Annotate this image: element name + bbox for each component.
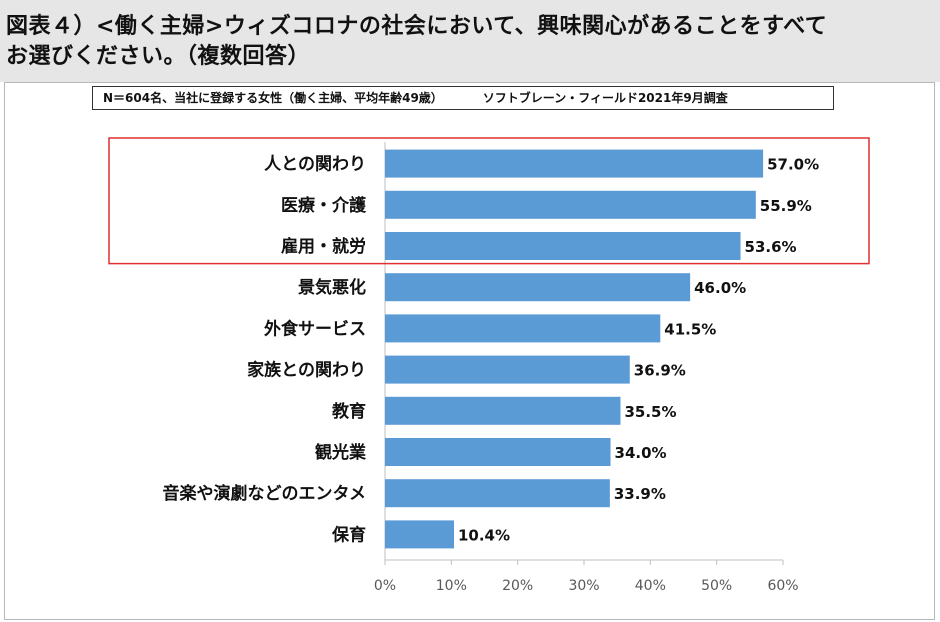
value-label: 33.9% xyxy=(614,485,666,503)
value-label: 57.0% xyxy=(767,156,819,174)
category-label: 雇用・就労 xyxy=(281,236,366,257)
value-label: 36.9% xyxy=(634,362,686,380)
x-tick-label: 10% xyxy=(436,578,467,594)
category-label: 観光業 xyxy=(315,442,366,463)
bar xyxy=(385,355,630,384)
value-label: 10.4% xyxy=(458,526,510,544)
x-tick-label: 20% xyxy=(502,578,533,594)
highlight-box xyxy=(108,137,870,265)
title-line-1: 図表４）<働く主婦>ウィズコロナの社会において、興味関心があることをすべて xyxy=(6,14,828,39)
bar xyxy=(385,190,756,219)
source-text: ソフトブレーン・フィールド2021年9月調査 xyxy=(482,91,728,105)
bar xyxy=(385,438,611,466)
category-label: 音楽や演劇などのエンタメ xyxy=(163,483,367,504)
x-tick-label: 50% xyxy=(701,578,732,594)
x-tick-label: 60% xyxy=(767,578,798,594)
value-label: 53.6% xyxy=(745,238,797,256)
category-label: 教育 xyxy=(331,401,366,422)
category-label: 家族との関わり xyxy=(247,360,366,381)
sample-text: N＝604名、当社に登録する女性（働く主婦、平均年齢49歳） xyxy=(103,91,443,105)
title-line-2: お選びください。（複数回答） xyxy=(6,44,311,69)
bar xyxy=(385,149,764,178)
category-label: 保育 xyxy=(331,524,366,545)
value-label: 46.0% xyxy=(694,279,746,297)
value-label: 35.5% xyxy=(624,403,676,421)
title-bar: 図表４）<働く主婦>ウィズコロナの社会において、興味関心があることをすべて お選… xyxy=(0,0,940,82)
bar xyxy=(385,479,610,508)
value-label: 34.0% xyxy=(615,444,667,462)
category-label: 景気悪化 xyxy=(298,277,366,298)
bar xyxy=(385,232,741,260)
x-tick-label: 30% xyxy=(568,578,599,594)
bar xyxy=(385,520,454,549)
bar xyxy=(385,314,661,343)
value-label: 41.5% xyxy=(664,320,716,338)
category-label: 人との関わり xyxy=(264,155,366,175)
x-tick-label: 0% xyxy=(374,578,396,594)
category-label: 医療・介護 xyxy=(281,195,367,216)
value-label: 55.9% xyxy=(760,197,812,215)
category-label: 外食サービス xyxy=(264,318,366,339)
bar xyxy=(385,396,621,425)
bar xyxy=(385,273,691,302)
x-tick-label: 40% xyxy=(635,578,666,594)
sample-note: N＝604名、当社に登録する女性（働く主婦、平均年齢49歳） ソフトブレーン・フィ… xyxy=(92,86,834,110)
chart-frame xyxy=(4,82,935,620)
